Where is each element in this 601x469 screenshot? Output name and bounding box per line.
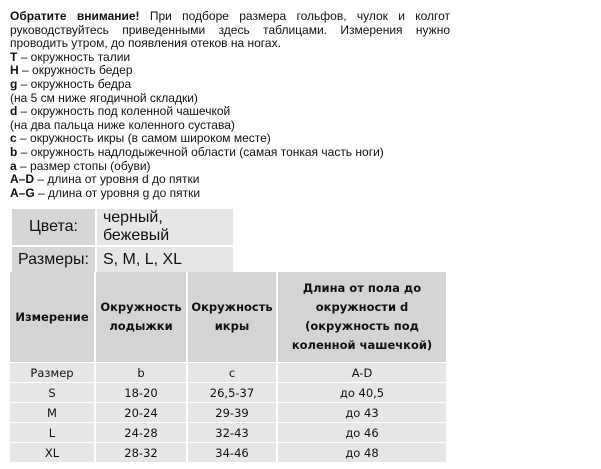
colors-row: Цвета: черный, бежевый (12, 209, 233, 245)
legend-key: a (10, 158, 17, 173)
legend-key: g (10, 76, 18, 91)
legend-item: c – окружность икры (в самом широком мес… (10, 132, 450, 146)
table-cell: 29-39 (187, 402, 278, 423)
table-cell: 26,5-37 (187, 382, 278, 403)
instructions: Обратите внимание! При подборе размера г… (10, 9, 451, 201)
table-cell: 18-20 (95, 382, 188, 403)
legend-text: – окружность икры (в самом широком месте… (16, 131, 271, 146)
table-cell: 28-32 (95, 442, 188, 462)
table-cell: до 43 (277, 402, 448, 423)
legend-item: a – размер стопы (обуви) (10, 158, 450, 174)
table-cell: до 46 (277, 422, 448, 443)
legend-text: – окружность бедер (18, 63, 133, 78)
legend-item: d – окружность под коленной чашечкой (10, 104, 450, 119)
sizes-row: Размеры: S, M, L, XL (12, 247, 233, 273)
colors-label: Цвета: (12, 209, 95, 245)
legend-text: – окружность бедра (17, 76, 132, 91)
legend-key: c (10, 131, 17, 146)
table-cell: до 48 (277, 442, 448, 462)
table-cell: c (187, 362, 278, 383)
table-row: Размер b c A-D (10, 362, 448, 383)
size-table: Измерение Окружность лодыжки Окружность … (10, 272, 448, 462)
size-table-header: Измерение Окружность лодыжки Окружность … (10, 272, 448, 363)
legend-key: H (10, 63, 19, 78)
legend-text: – окружность под коленной чашечкой (17, 104, 231, 119)
header-length: Длина от пола до окружности d (окружност… (277, 272, 448, 363)
table-row: XL 28-32 34-46 до 48 (10, 442, 448, 462)
table-cell: 34-46 (187, 442, 278, 462)
legend-text: – длина от уровня d до пятки (34, 172, 200, 187)
legend-item: (на два пальца ниже коленного сустава) (10, 117, 450, 133)
colors-value: черный, бежевый (96, 209, 233, 245)
leg-diagram: T H G g D d c b a A (440, 0, 601, 300)
table-cell: XL (10, 442, 96, 462)
header-measurement: Измерение (10, 272, 96, 363)
header-ankle: Окружность лодыжки (95, 272, 188, 363)
table-cell: 20-24 (95, 402, 188, 423)
legend-key: T (10, 49, 18, 64)
table-cell: 32-43 (187, 422, 278, 443)
legend-item: H – окружность бедер (10, 64, 450, 78)
legend-item: (на 5 см ниже ягодичной складки) (10, 90, 450, 106)
table-cell: 24-28 (95, 422, 188, 443)
table-row: M 20-24 29-39 до 43 (10, 402, 448, 423)
legend-item: b – окружность надлодыжечной области (са… (10, 144, 450, 160)
table-row: S 18-20 26,5-37 до 40,5 (10, 382, 448, 403)
legend-text: – окружность надлодыжечной области (сама… (17, 144, 384, 159)
measurement-legend: T – окружность талии H – окружность бедер… (10, 49, 450, 201)
legend-item: A–D – длина от уровня d до пятки (10, 172, 450, 187)
table-cell: M (10, 402, 96, 423)
table-cell: b (95, 362, 188, 383)
legend-text: – длина от уровня g до пятки (34, 185, 201, 200)
table-row: L 24-28 32-43 до 46 (10, 422, 448, 443)
table-cell: S (10, 382, 96, 403)
sizes-label: Размеры: (12, 247, 95, 273)
legend-key: b (10, 144, 18, 159)
header-calf: Окружность икры (187, 272, 278, 363)
note-bold: Обратите внимание! (10, 9, 140, 23)
product-info-table: Цвета: черный, бежевый Размеры: S, M, L, X… (10, 207, 235, 275)
legend-key: A–G (10, 185, 35, 200)
sizes-value: S, M, L, XL (96, 247, 233, 273)
legend-item: T – окружность талии (10, 49, 450, 65)
legend-key: d (10, 104, 18, 119)
note-text: При подборе размера гольфов, чулок и кол… (10, 9, 451, 51)
legend-text: – размер стопы (обуви) (16, 158, 151, 173)
legend-key: A–D (10, 172, 35, 187)
legend-text: – окружность талии (17, 49, 131, 64)
legend-item: g – окружность бедра (10, 76, 450, 92)
table-cell: L (10, 422, 96, 443)
table-cell: A-D (277, 362, 448, 383)
legend-text: (на два пальца ниже коленного сустава) (10, 117, 235, 132)
legend-item: A–G – длина от уровня g до пятки (10, 185, 450, 201)
legend-text: (на 5 см ниже ягодичной складки) (10, 90, 198, 105)
table-cell: Размер (10, 362, 96, 383)
table-cell: до 40,5 (277, 382, 448, 403)
note-paragraph: Обратите внимание! При подборе размера г… (10, 9, 451, 51)
